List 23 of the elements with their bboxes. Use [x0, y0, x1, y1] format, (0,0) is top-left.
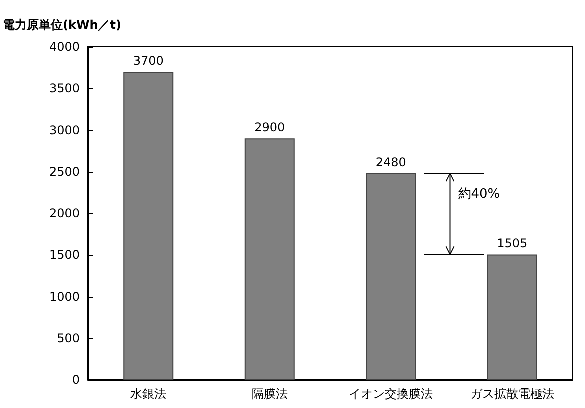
x-tick-label: イオン交換膜法	[349, 387, 434, 401]
y-tick-label: 0	[72, 373, 80, 387]
bar	[487, 254, 538, 380]
data-label: 3700	[133, 54, 164, 68]
data-label: 1505	[497, 236, 528, 251]
y-tick-label: 3500	[49, 82, 80, 96]
y-tick-label: 1000	[49, 290, 80, 304]
y-tick-label: 2500	[49, 164, 80, 179]
y-axis-title: 電力原単位(kWh／t)	[3, 18, 122, 32]
annotation: 約40%	[458, 187, 500, 202]
y-tick-label: 2000	[49, 206, 80, 220]
x-tick-label: 水銀法	[130, 387, 167, 401]
bar	[124, 72, 174, 380]
y-tick-label: 1500	[49, 248, 80, 262]
bar	[366, 174, 416, 380]
x-tick-label: ガス拡散電極法	[470, 387, 554, 401]
y-tick-label: 4000	[49, 40, 80, 54]
y-tick-label: 500	[57, 331, 80, 346]
y-tick-label: 3000	[49, 123, 80, 138]
data-label: 2480	[376, 156, 406, 170]
bar	[244, 138, 295, 380]
data-label: 2900	[254, 120, 286, 135]
x-tick-label: 隔膜法	[252, 387, 288, 401]
